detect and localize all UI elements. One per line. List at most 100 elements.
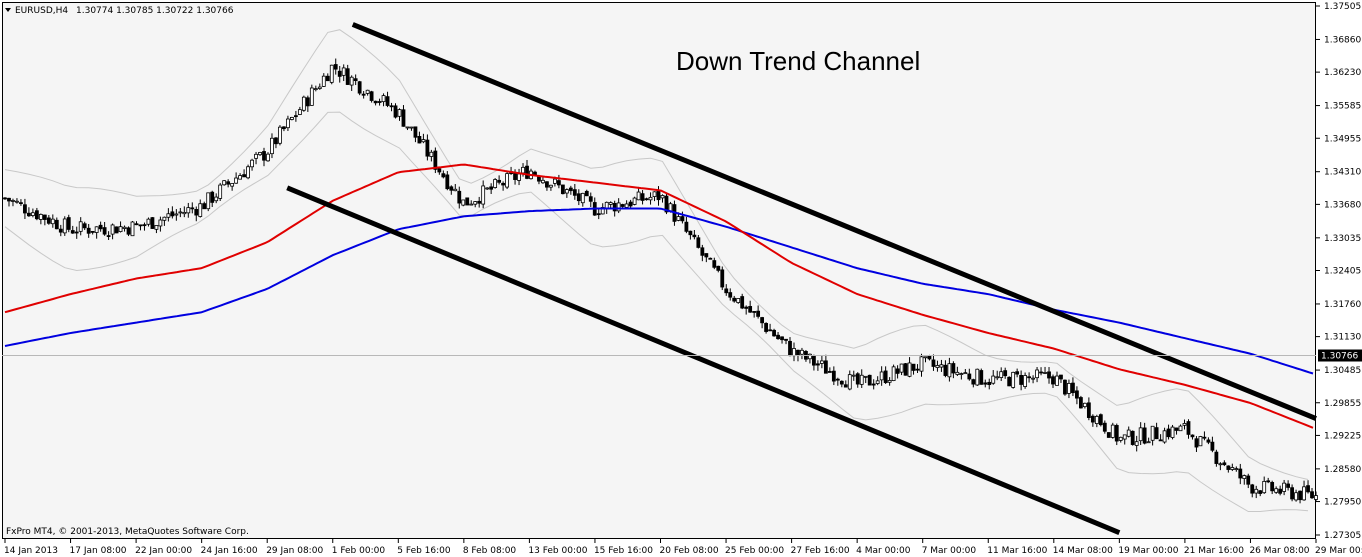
candle [1294,489,1298,502]
candle [305,95,310,112]
candle [11,198,15,207]
candle [465,197,470,206]
candle [353,74,358,86]
candle [564,188,569,198]
candle [477,196,482,208]
candle [1067,379,1071,399]
candle [282,126,286,132]
chart-title-annotation: Down Trend Channel [676,46,920,76]
candle [485,187,490,190]
candle [501,181,506,191]
x-tick-label: 4 Mar 00:00 [856,546,911,556]
candle [1166,424,1171,440]
candle [756,305,761,319]
candle [397,108,402,121]
y-tick-label: 1.33035 [1324,234,1361,244]
candle [15,198,19,204]
candle [433,147,438,174]
candle [549,184,553,191]
candle [409,126,414,131]
candle [1302,480,1306,501]
candle [74,226,79,239]
x-tick-label: 5 Feb 16:00 [397,546,451,556]
candle [815,360,820,371]
candle [708,257,713,260]
candle [891,364,896,382]
candle [230,183,235,191]
candle [258,151,262,156]
trend-channel[interactable] [286,22,1317,535]
x-tick-label: 14 Jan 2013 [4,546,58,556]
x-tick-label: 26 Mar 08:00 [1249,546,1309,556]
candle [341,64,346,82]
current-price-tag [1318,349,1362,362]
candle [297,106,302,116]
candle [333,58,338,75]
price-axis[interactable]: 1.37505 1.36860 1.36230 1.35585 1.34955 1.343… [2,2,1362,541]
candle [170,206,175,219]
x-tick-label: 24 Jan 16:00 [201,546,258,556]
candle [226,179,231,188]
candle [389,102,394,112]
x-tick-label: 27 Feb 16:00 [791,546,850,556]
x-tick-label: 19 Mar 00:00 [1118,546,1178,556]
candle [1162,427,1167,444]
candle [1242,474,1247,485]
channel-lower-line[interactable] [286,185,1121,535]
candle [1090,414,1095,427]
time-axis[interactable]: 14 Jan 2013 17 Jan 08:00 22 Jan 00:00 24 Ja… [4,539,1362,556]
y-tick-label: 1.36230 [1324,68,1361,78]
y-tick-label: 1.28580 [1324,465,1361,475]
candle [7,197,11,207]
y-tick-label: 1.29855 [1324,399,1361,409]
candle [373,100,378,106]
candle [823,354,828,374]
candle [122,225,127,232]
channel-upper-line[interactable] [351,22,1317,421]
x-tick-label: 29 Jan 08:00 [266,546,323,556]
candle [1071,377,1075,397]
candle [365,89,370,96]
y-tick-label: 1.27950 [1324,498,1361,508]
candle [1270,480,1275,495]
candle [935,360,940,372]
candle [369,90,374,103]
candle [413,126,418,143]
candle [254,151,258,165]
candle [943,360,948,378]
x-tick-label: 1 Feb 00:00 [332,546,386,556]
candle [903,362,908,376]
candle [1230,463,1235,472]
candle [1027,372,1031,383]
blue-moving-average[interactable] [4,207,1314,375]
candle [469,200,474,206]
candle [90,230,95,235]
candle [951,361,956,379]
candle [274,137,278,149]
candle [839,380,844,388]
y-tick-label: 1.36860 [1324,35,1361,45]
candle [596,208,601,220]
candle [150,217,155,229]
candle [266,152,270,162]
candle [879,366,884,386]
candle [178,207,183,218]
candle [764,322,768,334]
red-moving-average[interactable] [4,163,1314,429]
candle [1306,480,1310,494]
candle [146,217,151,227]
candle [393,103,398,119]
candle [1218,462,1223,471]
candle [568,185,573,195]
x-tick-label: 21 Mar 16:00 [1184,546,1244,556]
candle [313,85,318,92]
candle [560,184,565,195]
candle [106,231,111,240]
candle [736,298,741,304]
candle [947,357,952,382]
candle [293,110,298,122]
candle [1190,434,1195,440]
dropdown-triangle-icon[interactable] [5,8,11,12]
